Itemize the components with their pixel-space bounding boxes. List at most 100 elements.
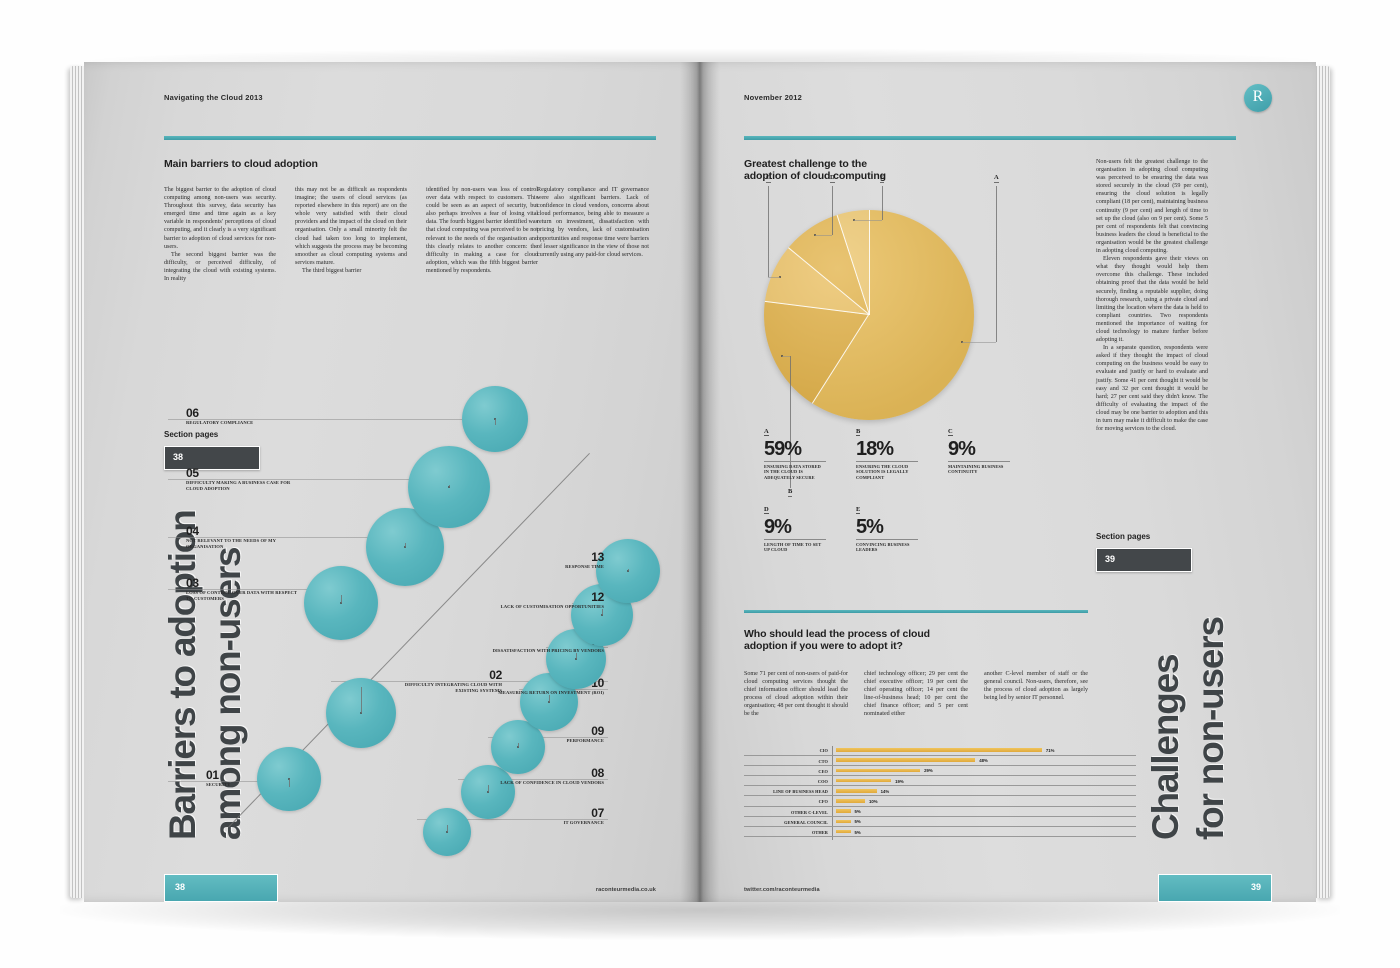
left-page: Navigating the Cloud 2013 Main barriers … — [84, 62, 700, 902]
pie-chart — [764, 210, 974, 420]
stat-E: E 5% CONVINCING BUSINESS LEADERS — [856, 498, 918, 553]
stat-description: CONVINCING BUSINESS LEADERS — [856, 542, 910, 553]
barrier-number: 09 — [591, 724, 604, 738]
right-runhead: November 2012 — [744, 93, 803, 102]
stat-key: C — [948, 428, 953, 436]
barrier-text: REGULATORY COMPLIANCE — [186, 420, 254, 425]
barrier-text: LOSS OF CONTROL OVER DATA WITH RESPECT T… — [186, 590, 298, 601]
barrier-number: 02 — [489, 668, 502, 682]
paragraph: In a separate question, respondents were… — [1096, 345, 1208, 433]
barrier-label-13: 13 RESPONSE TIME — [486, 551, 604, 570]
bar-row: OTHER 5% — [744, 828, 1136, 838]
pie-leader-dot — [779, 275, 782, 278]
leader-line — [518, 743, 519, 747]
left-section-pages-box: 38 — [164, 446, 260, 470]
stat-value: 9% — [948, 438, 1010, 462]
raconteur-logo-icon: R — [1244, 84, 1272, 112]
bar-value: 14% — [880, 788, 890, 794]
bubble-centre-dot — [487, 791, 489, 793]
bar-baseline — [744, 785, 1136, 787]
leaders-bar-chart: CIO 71% CTO 48% CEO 29% COO 19% LINE OF BUSINESS… — [744, 746, 1136, 840]
barrier-number: 06 — [186, 406, 199, 420]
bar-body-col-1: Some 71 per cent of non-users of paid-fo… — [744, 670, 848, 719]
bar-fill — [836, 778, 892, 783]
stat-key: A — [764, 428, 769, 436]
bar-fill — [836, 758, 976, 762]
left-footer-page-tab: 38 — [164, 874, 278, 902]
body-column-2: this may not be as difficult as responde… — [295, 186, 407, 275]
right-vertical-title-line1: Challenges — [1145, 654, 1186, 840]
paragraph: The second biggest barrier was the diffi… — [164, 251, 276, 283]
barrier-label-03: 03 LOSS OF CONTROL OVER DATA WITH RESPECT… — [186, 577, 304, 601]
magazine-spread: Navigating the Cloud 2013 Main barriers … — [70, 62, 1330, 902]
bar-title-line2: adoption if you were to adopt it? — [744, 640, 903, 652]
bar-value: 5% — [854, 829, 861, 835]
right-sidebar-col-1: Non-users felt the greatest challenge to… — [1096, 158, 1208, 433]
pie-leader-line — [768, 186, 769, 277]
left-section-pages-label: Section pages — [164, 430, 219, 439]
stat-B: B 18% ENSURING THE CLOUD SOLUTION IS LEGAL… — [856, 420, 918, 480]
barrier-text: SECURITY — [206, 782, 231, 787]
paragraph: The third biggest barrier — [302, 267, 362, 274]
barrier-label-08: 08 LACK OF CONFIDENCE IN CLOUD VENDORS — [486, 767, 604, 786]
bar-axis-divider — [832, 746, 833, 840]
bar-category: CIO — [819, 748, 828, 754]
bubble-centre-dot — [575, 658, 577, 660]
barrier-number: 03 — [186, 576, 199, 590]
track-line — [458, 779, 608, 780]
pie-leader-connector — [781, 356, 790, 358]
bar-row: CIO 71% — [744, 746, 1136, 756]
right-page: November 2012 R Greatest challenge to th… — [700, 62, 1316, 902]
bar-baseline — [744, 805, 1136, 807]
barrier-number: 08 — [591, 766, 604, 780]
barrier-text: DISSATISFACTION WITH PRICING BY VENDORS — [492, 648, 604, 653]
track-line — [168, 781, 289, 782]
bar-baseline — [744, 795, 1136, 797]
bar-category: CTO — [818, 758, 828, 764]
barrier-text: DIFFICULTY INTEGRATING CLOUD WITH EXISTI… — [404, 682, 502, 693]
stat-C: C 9% MAINTAINING BUSINESS CONTINUITY — [948, 420, 1010, 475]
bar-category: LINE OF BUSINESS HEAD — [773, 789, 828, 795]
bar-body-col-2: chief technology officer; 29 per cent th… — [864, 670, 968, 719]
bubble-centre-dot — [404, 546, 406, 548]
leader-line — [361, 687, 362, 713]
bar-baseline — [744, 825, 1136, 827]
logo-letter: R — [1252, 88, 1264, 105]
track-line — [331, 681, 608, 682]
leader-line — [602, 609, 603, 615]
right-footer-url[interactable]: twitter.com/raconteurmedia — [744, 887, 820, 893]
left-section-pages-value: 38 — [173, 452, 184, 462]
stat-value: 9% — [764, 516, 826, 540]
barrier-label-04: 04 NOT RELEVANT TO THE NEEDS OF MY ORGANI… — [186, 525, 304, 549]
bar-category: OTHER — [811, 829, 828, 835]
barrier-number: 05 — [186, 466, 199, 480]
stat-value: 5% — [856, 516, 918, 540]
bubble-centre-dot — [548, 701, 550, 703]
bar-value: 5% — [854, 819, 861, 825]
track-line — [488, 737, 608, 738]
pie-key-A: A — [994, 174, 999, 183]
right-section-pages-value: 39 — [1105, 554, 1116, 564]
leader-line — [405, 543, 406, 547]
pie-title-line1: Greatest challenge to the — [744, 158, 867, 170]
left-footer-url[interactable]: raconteurmedia.co.uk — [595, 887, 656, 893]
right-page-edges — [1316, 66, 1330, 898]
barrier-label-05: 05 DIFFICULTY MAKING A BUSINESS CASE FOR … — [186, 467, 304, 491]
bar-baseline — [744, 754, 1136, 756]
bar-value: 10% — [869, 798, 878, 804]
barrier-label-09: 09 PERFORMANCE — [486, 724, 605, 744]
bubble-centre-dot — [601, 614, 603, 616]
leader-line — [576, 653, 577, 659]
track-line — [168, 419, 495, 420]
stat-value: 59% — [764, 438, 826, 462]
bar-fill — [836, 819, 851, 824]
left-page-edges — [70, 66, 84, 898]
pie-key-D: D — [830, 174, 835, 183]
leader-line — [449, 485, 450, 487]
bar-category: CEO — [818, 768, 828, 774]
barrier-number: 07 — [591, 806, 604, 820]
paragraph: another C-level member of staff or the g… — [984, 671, 1088, 702]
barrier-label-06: 06 REGULATORY COMPLIANCE — [186, 407, 304, 426]
barrier-number: 13 — [591, 550, 604, 564]
barrier-text: LACK OF CONFIDENCE IN CLOUD VENDORS — [500, 780, 604, 785]
